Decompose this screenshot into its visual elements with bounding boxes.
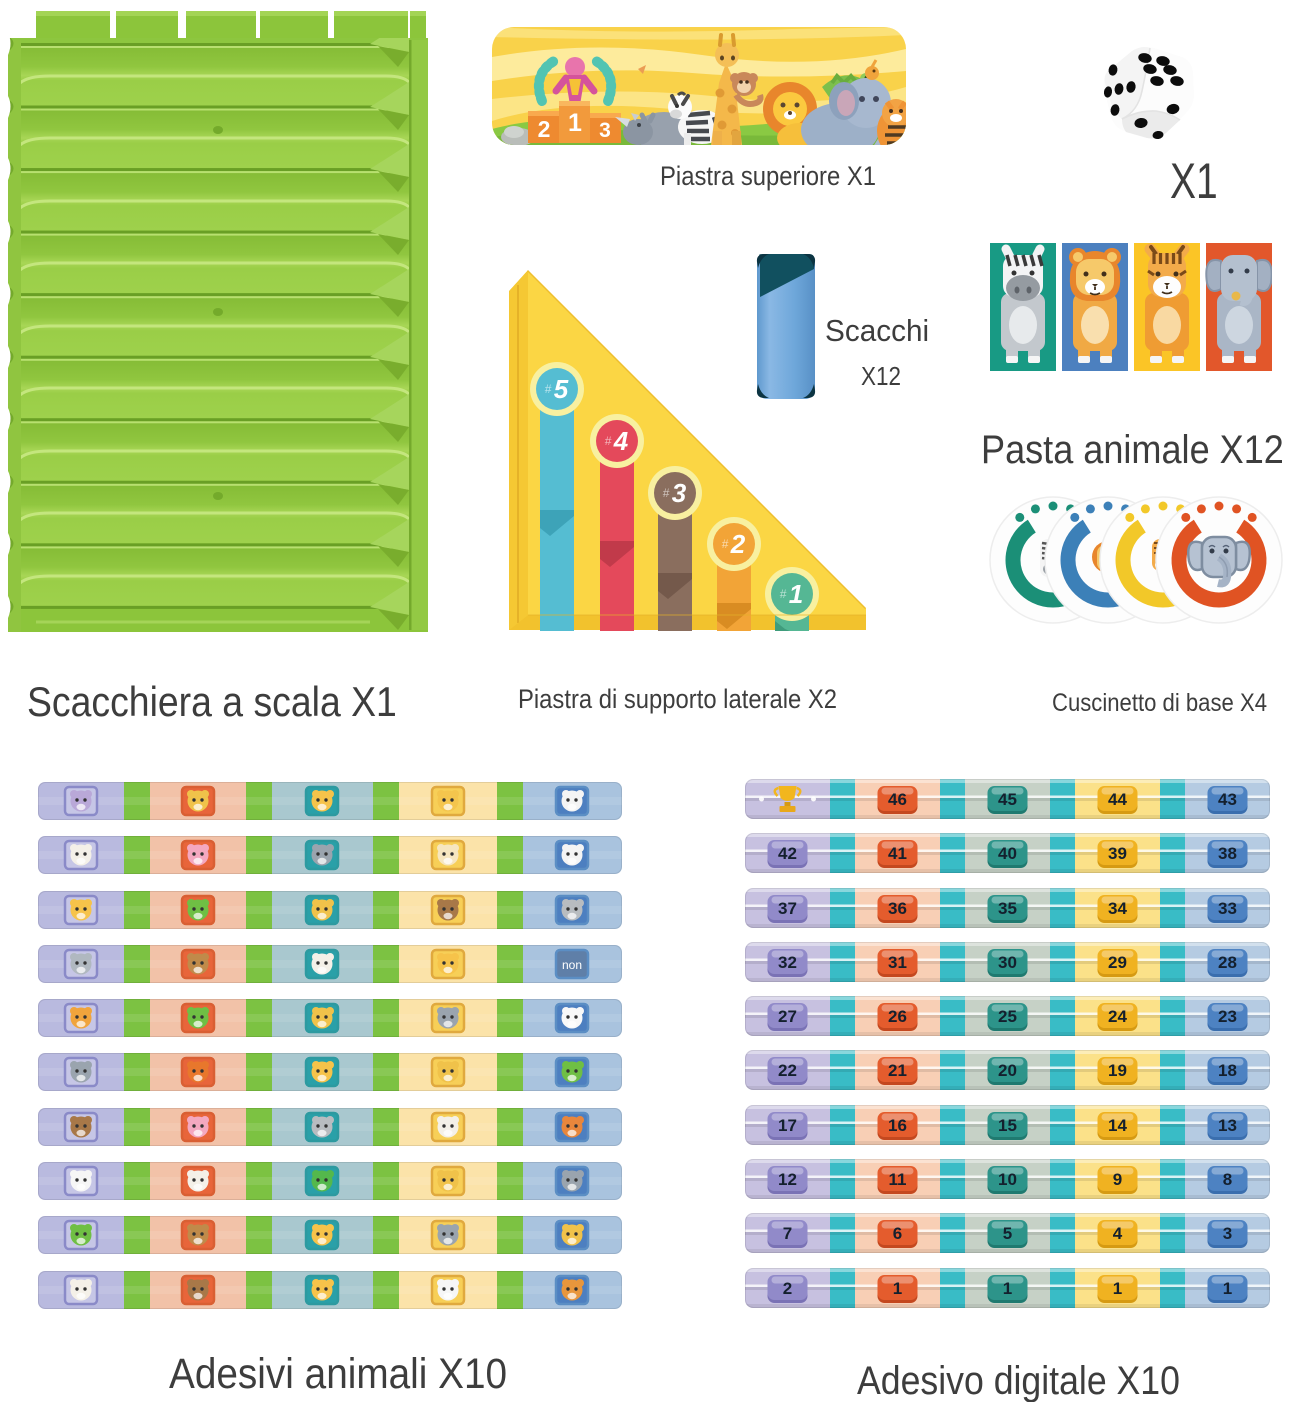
svg-text:5: 5 — [554, 374, 569, 404]
svg-text:5: 5 — [1003, 1224, 1012, 1243]
svg-text:13: 13 — [1218, 1116, 1237, 1135]
svg-text:1: 1 — [1113, 1279, 1122, 1298]
svg-text:4: 4 — [1113, 1224, 1123, 1243]
svg-text:42: 42 — [778, 844, 797, 863]
svg-text:7: 7 — [783, 1224, 792, 1243]
svg-text:10: 10 — [998, 1170, 1017, 1189]
svg-text:12: 12 — [778, 1170, 797, 1189]
svg-text:1: 1 — [789, 579, 803, 609]
svg-text:46: 46 — [888, 790, 907, 809]
svg-text:15: 15 — [998, 1116, 1017, 1135]
svg-text:31: 31 — [888, 953, 907, 972]
svg-text:41: 41 — [888, 844, 907, 863]
svg-text:19: 19 — [1108, 1061, 1127, 1080]
svg-text:14: 14 — [1108, 1116, 1127, 1135]
svg-text:27: 27 — [778, 1007, 797, 1026]
svg-text:#: # — [780, 587, 787, 601]
svg-text:1: 1 — [1223, 1279, 1232, 1298]
svg-text:23: 23 — [1218, 1007, 1237, 1026]
svg-text:11: 11 — [889, 1170, 907, 1189]
svg-text:45: 45 — [998, 790, 1017, 809]
svg-text:6: 6 — [893, 1224, 902, 1243]
svg-text:#: # — [722, 537, 729, 551]
svg-text:17: 17 — [778, 1116, 797, 1135]
svg-text:4: 4 — [613, 426, 629, 456]
svg-text:25: 25 — [998, 1007, 1017, 1026]
svg-text:16: 16 — [888, 1116, 907, 1135]
svg-text:36: 36 — [888, 899, 907, 918]
svg-text:1: 1 — [1003, 1279, 1012, 1298]
svg-text:#: # — [605, 434, 612, 448]
svg-text:39: 39 — [1108, 844, 1127, 863]
svg-text:20: 20 — [998, 1061, 1017, 1080]
svg-text:28: 28 — [1218, 953, 1237, 972]
svg-text:8: 8 — [1223, 1170, 1232, 1189]
svg-text:43: 43 — [1218, 790, 1237, 809]
svg-text:3: 3 — [672, 478, 687, 508]
svg-text:2: 2 — [730, 529, 746, 559]
svg-text:non: non — [562, 958, 582, 972]
svg-text:#: # — [663, 486, 670, 500]
svg-text:26: 26 — [888, 1007, 907, 1026]
svg-text:2: 2 — [538, 116, 551, 142]
svg-text:33: 33 — [1218, 899, 1237, 918]
svg-text:44: 44 — [1108, 790, 1127, 809]
svg-text:29: 29 — [1108, 953, 1127, 972]
svg-text:34: 34 — [1108, 899, 1127, 918]
svg-text:32: 32 — [778, 953, 797, 972]
svg-text:2: 2 — [783, 1279, 792, 1298]
svg-text:9: 9 — [1113, 1170, 1122, 1189]
svg-text:18: 18 — [1218, 1061, 1237, 1080]
svg-text:30: 30 — [998, 953, 1017, 972]
svg-text:35: 35 — [998, 899, 1017, 918]
svg-text:38: 38 — [1218, 844, 1237, 863]
svg-text:40: 40 — [998, 844, 1017, 863]
svg-text:22: 22 — [778, 1061, 797, 1080]
svg-text:21: 21 — [888, 1061, 907, 1080]
svg-text:1: 1 — [568, 109, 582, 137]
svg-text:1: 1 — [893, 1279, 902, 1298]
svg-text:3: 3 — [1223, 1224, 1232, 1243]
svg-text:#: # — [545, 382, 552, 396]
svg-text:3: 3 — [599, 119, 611, 142]
svg-text:37: 37 — [778, 899, 797, 918]
svg-text:24: 24 — [1108, 1007, 1127, 1026]
